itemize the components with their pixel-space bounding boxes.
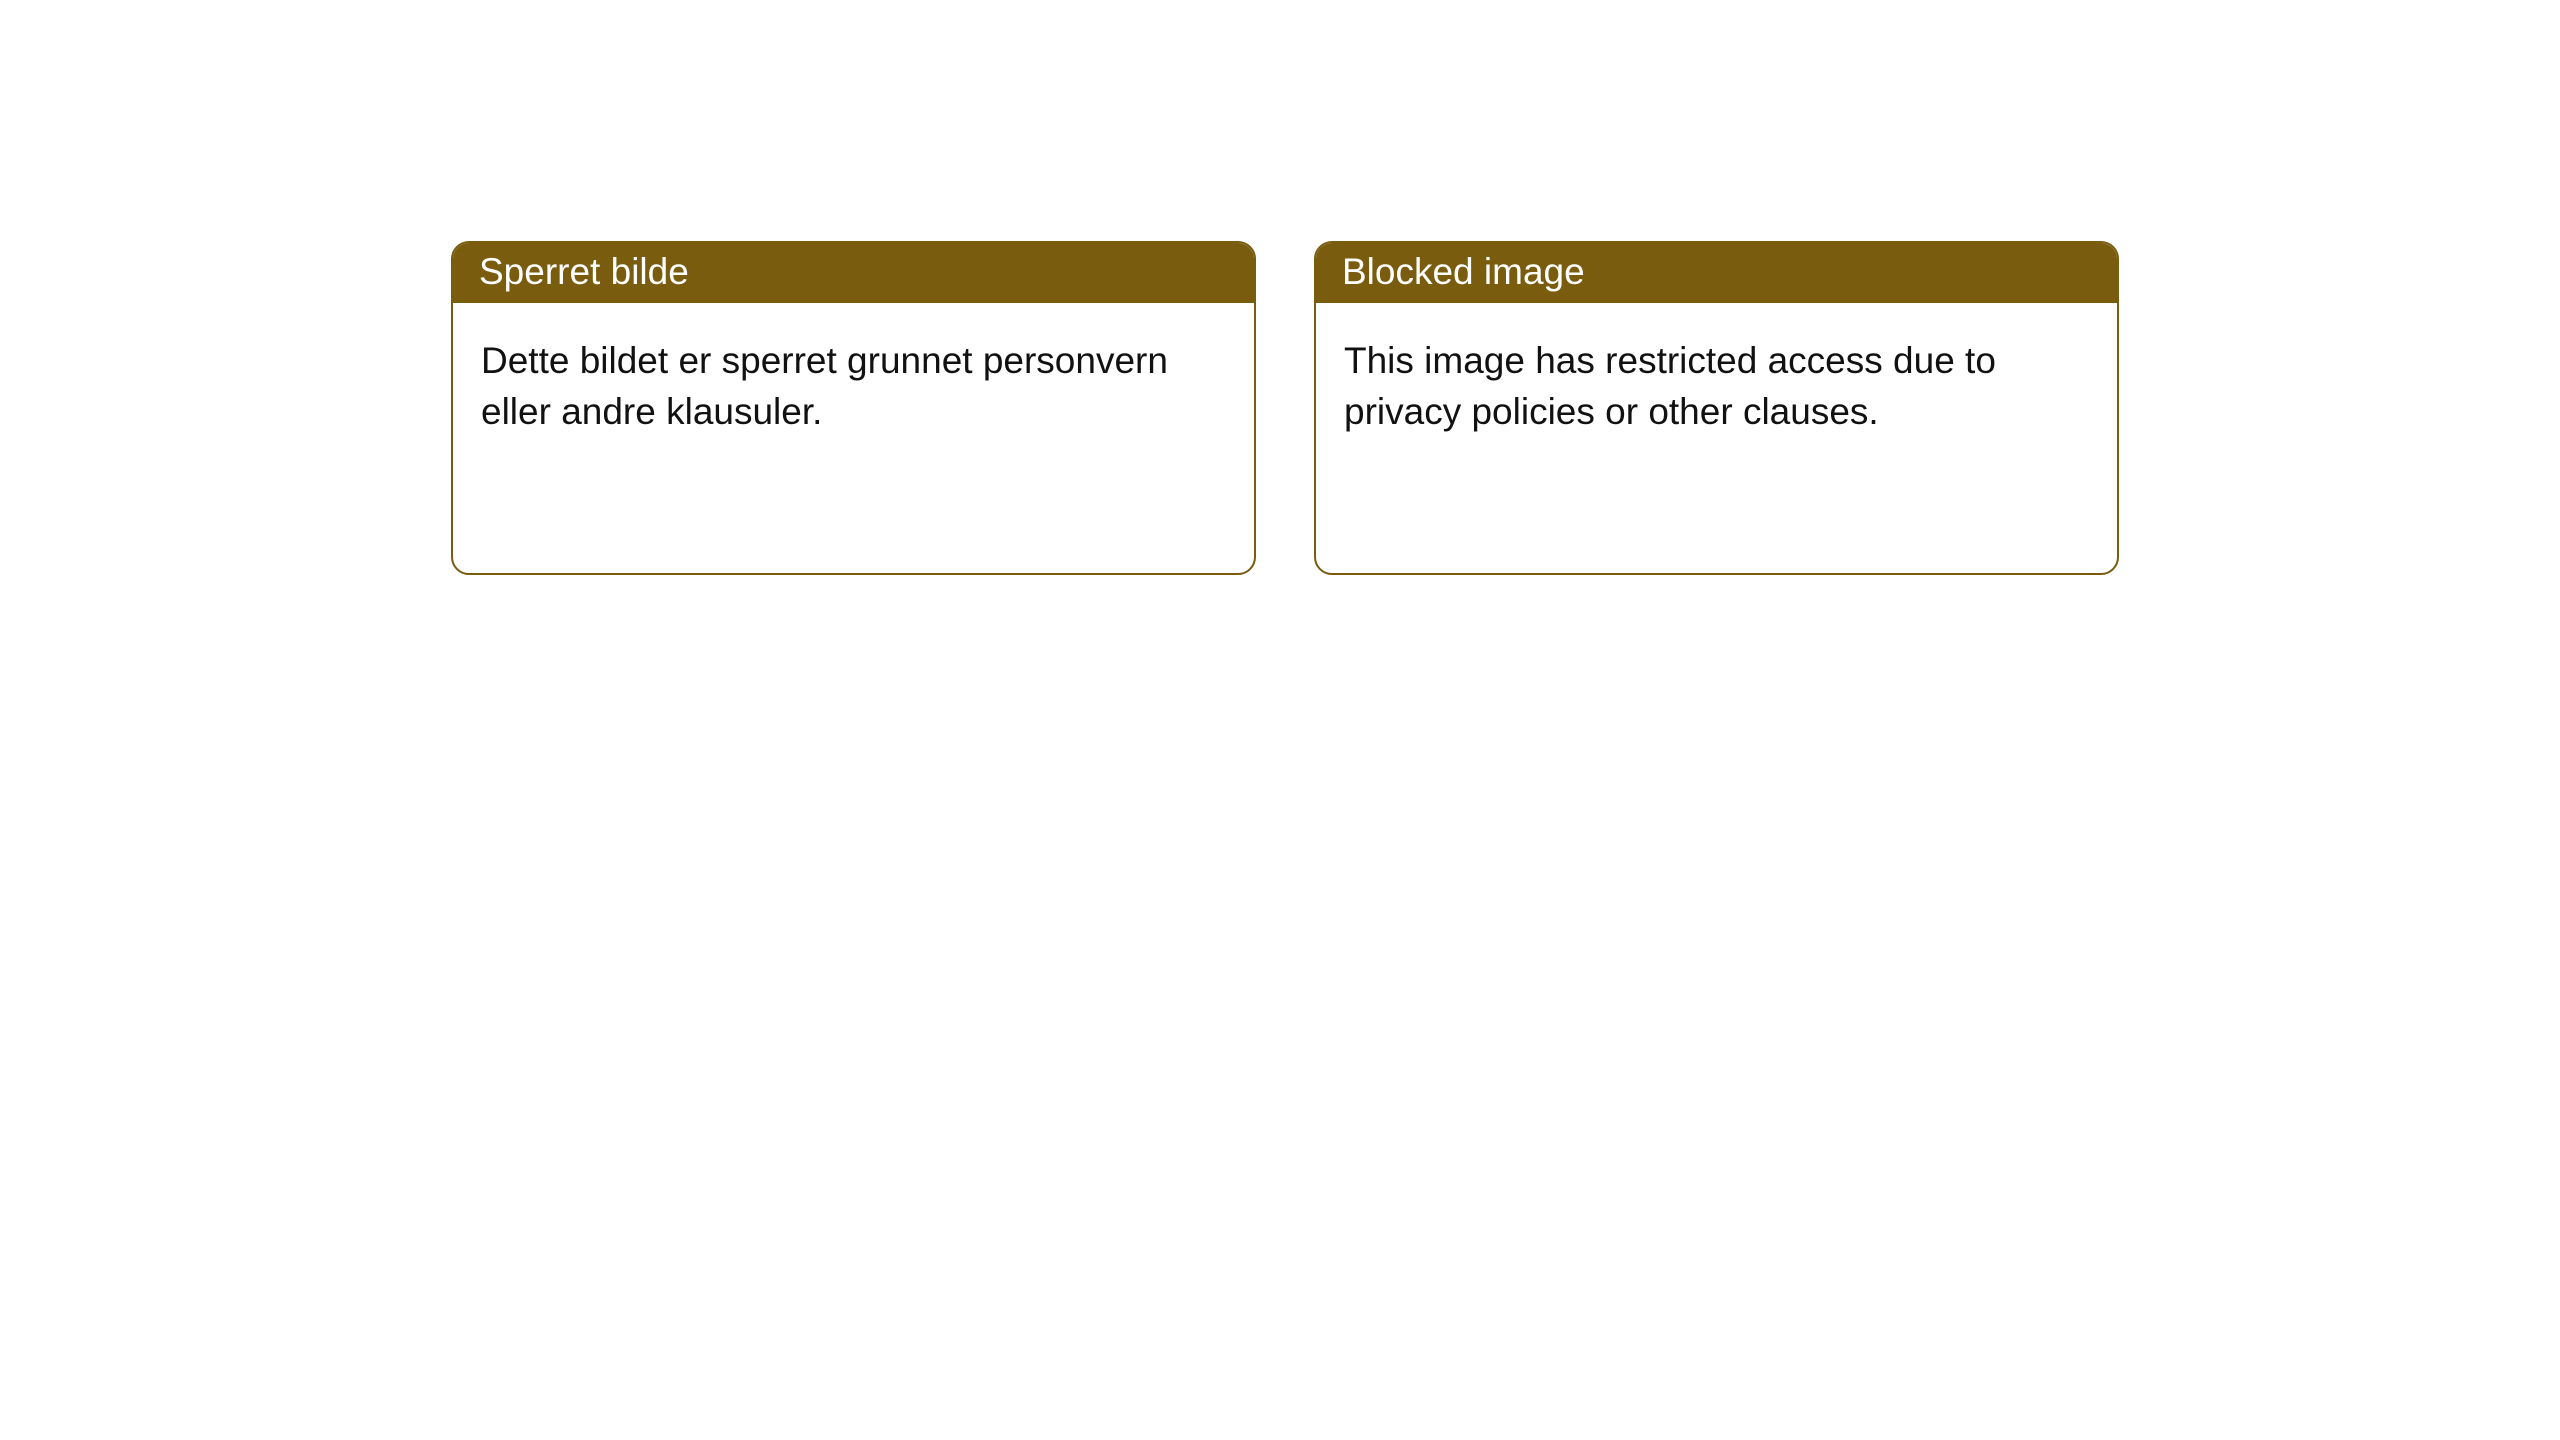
notice-card-no-title: Sperret bilde: [479, 251, 689, 292]
notice-card-en-text: This image has restricted access due to …: [1344, 335, 2089, 437]
notice-card-en: Blocked image This image has restricted …: [1314, 241, 2119, 575]
notice-card-no: Sperret bilde Dette bildet er sperret gr…: [451, 241, 1256, 575]
notice-card-en-header: Blocked image: [1316, 243, 2117, 303]
notice-card-en-title: Blocked image: [1342, 251, 1585, 292]
notice-card-no-body: Dette bildet er sperret grunnet personve…: [453, 303, 1254, 573]
notice-card-no-text: Dette bildet er sperret grunnet personve…: [481, 335, 1226, 437]
notice-container: Sperret bilde Dette bildet er sperret gr…: [0, 0, 2560, 575]
notice-card-en-body: This image has restricted access due to …: [1316, 303, 2117, 573]
notice-card-no-header: Sperret bilde: [453, 243, 1254, 303]
